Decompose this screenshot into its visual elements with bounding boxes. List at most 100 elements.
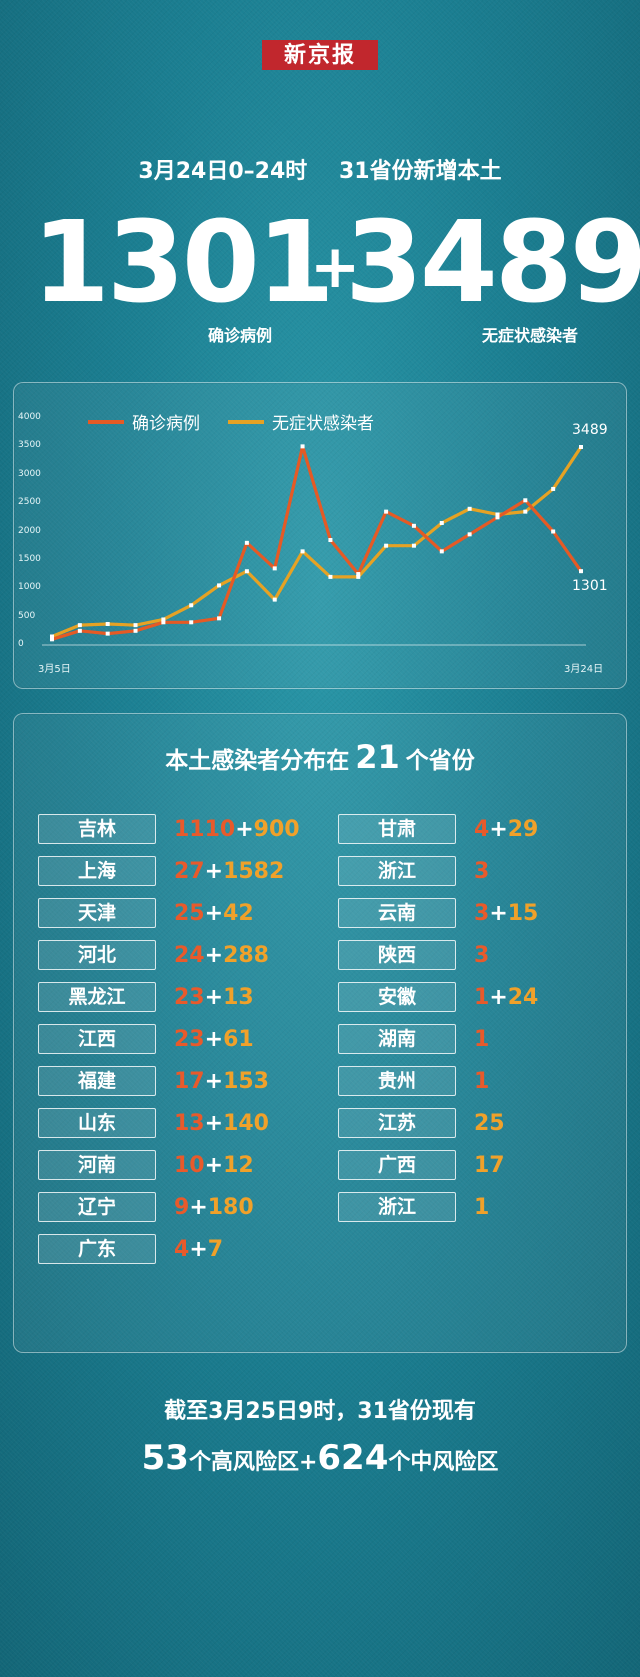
y-tick-label: 3500 (18, 440, 41, 451)
province-name: 广东 (38, 1234, 156, 1264)
y-tick-label: 3000 (18, 468, 41, 479)
end-label-confirmed: 1301 (572, 578, 608, 594)
data-point-asymptomatic (133, 623, 138, 628)
data-point-confirmed (244, 540, 249, 545)
province-row: 上海 27+1582 (38, 855, 284, 887)
plus-sign: + (310, 232, 361, 302)
data-point-asymptomatic (161, 617, 166, 622)
confirmed-count: 3 (474, 900, 490, 926)
legend-swatch-asymptomatic (228, 419, 264, 424)
y-tick-label: 1000 (18, 582, 41, 593)
province-values: 23+61 (174, 1027, 254, 1052)
data-point-asymptomatic (300, 549, 305, 554)
province-row: 福建 17+153 (38, 1065, 269, 1097)
y-tick-label: 1500 (18, 553, 41, 564)
asymptomatic-count: 288 (223, 942, 269, 968)
plus-sign: + (235, 816, 254, 842)
data-point-confirmed (523, 498, 528, 503)
distribution-panel (13, 713, 627, 1353)
data-point-asymptomatic (579, 444, 583, 449)
data-point-confirmed (467, 532, 472, 537)
data-point-confirmed (217, 616, 222, 621)
province-name: 陕西 (338, 940, 456, 970)
headline: 3月24日0–24时 31省份新增本土 (0, 153, 640, 185)
province-row: 河南 10+12 (38, 1149, 254, 1181)
province-row: 黑龙江 23+13 (38, 981, 254, 1013)
province-row: 广东 4+7 (38, 1233, 223, 1265)
asymptomatic-total: 3489 (345, 198, 640, 328)
legend-swatch-confirmed (88, 419, 124, 424)
data-point-asymptomatic (328, 574, 333, 579)
province-values: 1110+900 (174, 817, 300, 842)
asymptomatic-count: 1582 (223, 858, 285, 884)
province-values: 1 (474, 1195, 489, 1220)
confirmed-count: 17 (174, 1068, 205, 1094)
province-row: 吉林 1110+900 (38, 813, 300, 845)
confirmed-count: 4 (174, 1236, 190, 1262)
province-values: 10+12 (174, 1153, 254, 1178)
headline-scope: 31省份新增本土 (338, 159, 502, 184)
footer-line2: 53个高风险区+624个中风险区 (0, 1438, 640, 1478)
footer-line1: 截至3月25日9时，31省份现有 (164, 1399, 476, 1424)
province-values: 4+29 (474, 817, 538, 842)
data-point-asymptomatic (272, 597, 277, 602)
asymptomatic-count: 1 (474, 1194, 490, 1220)
asymptomatic-count: 180 (207, 1194, 254, 1220)
data-point-asymptomatic (217, 583, 222, 588)
data-point-confirmed (551, 529, 556, 534)
province-row: 天津 25+42 (38, 897, 254, 929)
data-point-confirmed (300, 444, 305, 449)
confirmed-count: 3 (474, 942, 490, 968)
province-row: 浙江 3 (338, 855, 489, 887)
province-values: 1+24 (474, 985, 538, 1010)
province-row: 甘肃 4+29 (338, 813, 538, 845)
province-name: 浙江 (338, 1192, 456, 1222)
data-point-asymptomatic (411, 543, 416, 548)
data-point-asymptomatic (105, 622, 110, 627)
plus-sign: + (204, 942, 224, 968)
province-values: 24+288 (174, 943, 269, 968)
asymptomatic-count: 153 (223, 1068, 269, 1094)
y-tick-label: 500 (18, 610, 36, 621)
province-name: 云南 (338, 898, 456, 928)
confirmed-count: 1110 (174, 816, 236, 842)
province-name: 天津 (38, 898, 156, 928)
distribution-title-pre: 本土感染者分布在 (165, 748, 350, 774)
confirmed-label: 确诊病例 (208, 326, 273, 345)
confirmed-count: 13 (174, 1110, 205, 1136)
legend-asymptomatic: 无症状感染者 (228, 409, 374, 434)
plus-sign: + (189, 1236, 208, 1262)
asymptomatic-count: 42 (223, 900, 254, 926)
confirmed-count: 1 (474, 1068, 490, 1094)
x-tick-start: 3月5日 (38, 664, 71, 675)
province-row: 陕西 3 (338, 939, 489, 971)
province-values: 9+180 (174, 1195, 254, 1220)
asymptomatic-count: 12 (223, 1152, 254, 1178)
plus-sign: + (204, 1026, 224, 1052)
province-row: 湖南 1 (338, 1023, 489, 1055)
confirmed-count: 10 (174, 1152, 205, 1178)
data-point-confirmed (579, 569, 583, 574)
province-values: 25+42 (174, 901, 254, 926)
province-name: 甘肃 (338, 814, 456, 844)
province-row: 广西 17 (338, 1149, 505, 1181)
plus-sign: + (204, 900, 224, 926)
confirmed-total: 1301 (32, 198, 335, 328)
province-name: 福建 (38, 1066, 156, 1096)
province-name: 广西 (338, 1150, 456, 1180)
province-row: 贵州 1 (338, 1065, 489, 1097)
asymptomatic-count: 61 (223, 1026, 254, 1052)
province-row: 江苏 25 (338, 1107, 505, 1139)
x-tick-end: 3月24日 (564, 664, 604, 675)
high-risk-count: 53 (141, 1438, 189, 1478)
data-point-asymptomatic (244, 569, 249, 574)
province-values: 4+7 (174, 1237, 223, 1262)
y-tick-label: 0 (18, 639, 24, 649)
series-line-confirmed (51, 444, 583, 641)
legend-label-confirmed: 确诊病例 (132, 414, 200, 434)
data-point-asymptomatic (551, 486, 556, 491)
data-point-confirmed (384, 509, 389, 514)
asymptomatic-count: 29 (507, 816, 539, 842)
confirmed-count: 1 (474, 984, 490, 1010)
province-name: 江西 (38, 1024, 156, 1054)
